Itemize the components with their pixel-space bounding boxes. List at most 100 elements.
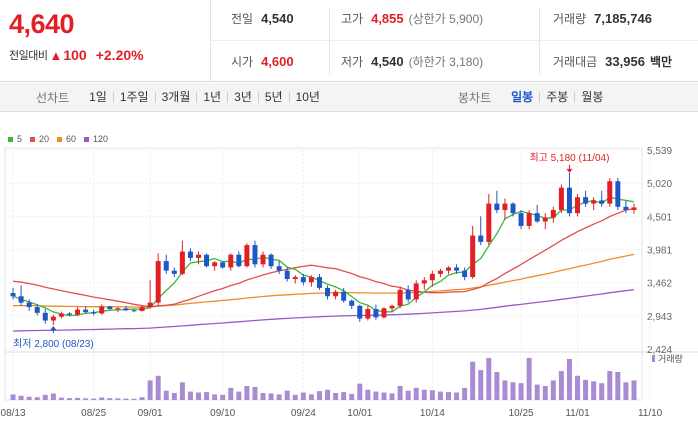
range-1y[interactable]: 1년 bbox=[196, 91, 227, 103]
volume-bar bbox=[171, 393, 177, 400]
low-value: 4,540 bbox=[371, 54, 404, 69]
candle-body bbox=[316, 277, 322, 288]
volume-bar bbox=[542, 386, 548, 400]
x-tick-label: 11/01 bbox=[565, 408, 590, 419]
volume-bar bbox=[155, 375, 161, 400]
volume-bar bbox=[268, 393, 274, 400]
change-amount: 100 bbox=[63, 47, 87, 63]
period-monthly[interactable]: 월봉 bbox=[574, 91, 609, 103]
candle-body bbox=[607, 181, 613, 204]
candle-body bbox=[83, 309, 89, 313]
volume-bar bbox=[276, 394, 282, 400]
volume-bar bbox=[196, 392, 202, 400]
volume-bar bbox=[179, 382, 185, 400]
open-label: 시가 bbox=[231, 55, 254, 69]
volume-bar bbox=[575, 375, 581, 400]
candle-body bbox=[349, 300, 355, 306]
period-weekly[interactable]: 주봉 bbox=[539, 91, 574, 103]
range-5y[interactable]: 5년 bbox=[257, 91, 289, 103]
change-percent: +2.20% bbox=[95, 47, 144, 63]
volume-bar bbox=[341, 392, 347, 400]
volume-bar bbox=[583, 379, 589, 400]
legend-ma120-label: 120 bbox=[93, 134, 109, 144]
min-arrow-head-icon bbox=[50, 325, 57, 330]
legend-ma60: 60 bbox=[57, 134, 76, 144]
volume-bar bbox=[631, 380, 637, 400]
ma60-swatch bbox=[57, 136, 63, 142]
candle-body bbox=[66, 313, 72, 315]
candle-body bbox=[405, 289, 411, 300]
volume-bar bbox=[139, 397, 145, 400]
range-3m[interactable]: 3개월 bbox=[154, 91, 197, 103]
x-tick-label: 09/10 bbox=[210, 408, 235, 419]
low-label: 저가 bbox=[341, 55, 364, 69]
candle-body bbox=[462, 270, 468, 278]
ma5-line bbox=[12, 196, 635, 317]
candle-body bbox=[333, 291, 339, 297]
candle-body bbox=[107, 306, 113, 310]
volume-bar bbox=[591, 381, 597, 400]
volume-bar bbox=[607, 371, 613, 400]
candle-body bbox=[155, 261, 161, 303]
volume-bar bbox=[34, 397, 40, 400]
candle-body bbox=[397, 289, 403, 306]
volume-bar bbox=[373, 391, 379, 400]
volume-bar bbox=[10, 394, 16, 400]
candle-body bbox=[34, 307, 40, 313]
candle-body bbox=[260, 254, 266, 265]
candle-body bbox=[42, 312, 48, 321]
volume-bar bbox=[18, 395, 24, 400]
ma-legend: 5 20 60 120 bbox=[8, 134, 108, 144]
candle-body bbox=[308, 277, 314, 283]
candle-body bbox=[429, 273, 435, 281]
volume-bar bbox=[75, 397, 81, 400]
open-value: 4,600 bbox=[261, 54, 294, 69]
change-label: 전일대비 bbox=[9, 50, 48, 62]
volume-legend-swatch bbox=[652, 355, 655, 362]
volume-bar bbox=[204, 392, 210, 400]
volume-label: 거래량 bbox=[658, 353, 683, 364]
volume-bar bbox=[470, 361, 476, 400]
price-box: 4,640 전일대비 ▲ 100 +2.20% bbox=[0, 0, 211, 82]
candle-body bbox=[615, 181, 621, 207]
volume-bar bbox=[365, 389, 371, 400]
range-10y[interactable]: 10년 bbox=[288, 91, 326, 103]
volume-bar bbox=[228, 387, 234, 400]
volume-bar bbox=[558, 371, 564, 400]
candle-body bbox=[292, 277, 298, 279]
x-tick-label: 10/14 bbox=[420, 408, 445, 419]
volume-bar bbox=[389, 393, 395, 400]
candle-body bbox=[526, 213, 532, 226]
candle-body bbox=[510, 203, 516, 214]
range-1w[interactable]: 1주일 bbox=[112, 91, 155, 103]
legend-ma5: 5 bbox=[8, 134, 22, 144]
chart-toolbar: 선차트 1일 1주일 3개월 1년 3년 5년 10년 봉차트 일봉 주봉 월봉 bbox=[0, 83, 698, 112]
y-tick-label: 3,462 bbox=[647, 279, 672, 290]
ma120-swatch bbox=[84, 136, 90, 142]
candle-body bbox=[631, 207, 637, 210]
candle-chart-group: 봉차트 일봉 주봉 월봉 bbox=[458, 83, 609, 112]
legend-ma20: 20 bbox=[30, 134, 49, 144]
candle-body bbox=[389, 305, 395, 309]
volume-bar bbox=[50, 393, 56, 400]
candle-body bbox=[421, 280, 427, 284]
high-label: 고가 bbox=[341, 12, 364, 26]
trade-value-stat: 거래대금 33,956 백만 bbox=[553, 53, 672, 70]
volume-bar bbox=[212, 394, 218, 400]
candle-body bbox=[26, 302, 32, 308]
range-3y[interactable]: 3년 bbox=[227, 91, 258, 103]
range-1d[interactable]: 1일 bbox=[89, 90, 107, 104]
price-change: 전일대비 ▲ 100 +2.20% bbox=[9, 47, 144, 63]
stock-chart[interactable]: 5,539 5,020 4,501 3,981 3,462 2,943 2,424 08/13… bbox=[0, 142, 698, 431]
x-tick-label: 08/13 bbox=[1, 408, 26, 419]
candle-body bbox=[357, 305, 363, 319]
volume-bar bbox=[163, 390, 169, 400]
legend-ma60-label: 60 bbox=[66, 134, 77, 144]
volume-bar bbox=[405, 390, 411, 400]
volume-bar bbox=[107, 398, 113, 400]
candle-body bbox=[591, 200, 597, 204]
period-daily[interactable]: 일봉 bbox=[511, 90, 534, 104]
prev-close-label: 전일 bbox=[231, 12, 254, 26]
line-chart-group: 선차트 1일 1주일 3개월 1년 3년 5년 10년 bbox=[36, 83, 326, 112]
volume-bar bbox=[284, 390, 290, 400]
